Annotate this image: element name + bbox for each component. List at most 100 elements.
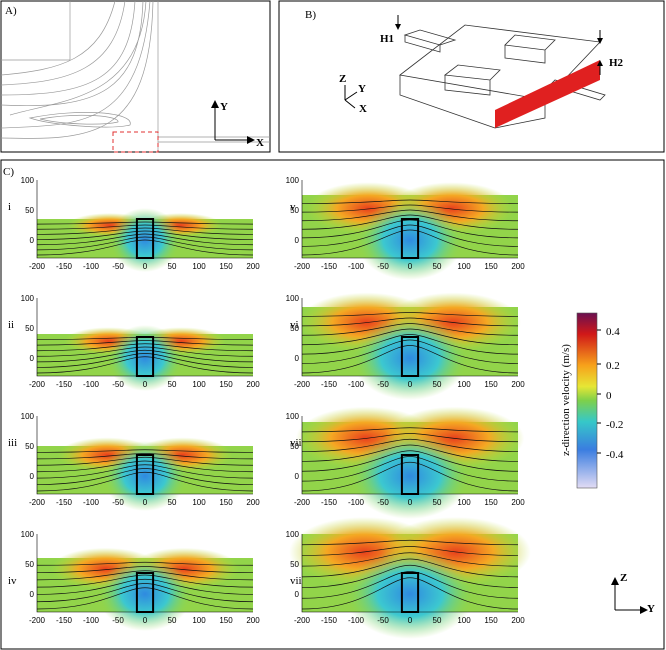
- x-tick-label: -100: [348, 616, 365, 625]
- streamline: [301, 345, 519, 374]
- axes: [36, 180, 253, 259]
- x-tick-label: -50: [377, 498, 389, 507]
- streamlines: [0, 0, 270, 150]
- x-tick-label: 50: [168, 498, 177, 507]
- streamline: [301, 214, 519, 230]
- x-tick-label: 200: [246, 498, 260, 507]
- x-tick-label: -200: [294, 616, 311, 625]
- x-tick-label: -50: [112, 262, 124, 271]
- x-tick-label: -150: [321, 616, 338, 625]
- streamline: [36, 233, 254, 246]
- y-tick-label: 100: [21, 530, 35, 539]
- axis-arrows: [214, 105, 250, 141]
- streamline: [301, 323, 519, 336]
- y-tick-label: 50: [25, 442, 34, 451]
- x-tick-label: 0: [408, 616, 413, 625]
- x-tick-label: -100: [83, 498, 100, 507]
- x-tick-label: 100: [457, 616, 471, 625]
- streamline: [36, 221, 254, 225]
- y-tick-label: 100: [286, 412, 300, 421]
- subplot-label: vii: [290, 437, 302, 449]
- x-tick-label: 100: [192, 262, 206, 271]
- x-tick-label: 150: [219, 616, 233, 625]
- axes: [301, 534, 518, 613]
- x-tick-label: -50: [377, 262, 389, 271]
- y-tick-label: 0: [30, 236, 35, 245]
- low-region: [356, 200, 464, 280]
- x-tick-label: 200: [246, 262, 260, 271]
- panel-label: A): [5, 5, 17, 17]
- axis-label: Z: [620, 572, 627, 584]
- streamline: [36, 570, 254, 581]
- low-region: [349, 433, 471, 519]
- x-tick-label: 50: [433, 498, 442, 507]
- streamline: [36, 343, 254, 352]
- subplot-label: viii: [290, 575, 305, 587]
- y-tick-label: 0: [30, 354, 35, 363]
- x-tick-label: -50: [377, 616, 389, 625]
- streamline: [36, 574, 254, 588]
- streamline: [301, 328, 519, 346]
- x-tick-label: 200: [246, 616, 260, 625]
- streamline: [36, 460, 254, 473]
- streamline: [301, 204, 519, 213]
- x-tick-label: 150: [219, 380, 233, 389]
- y-tick-label: 100: [21, 176, 35, 185]
- x-tick-label: -50: [112, 498, 124, 507]
- streamline: [36, 471, 254, 492]
- x-tick-label: 100: [192, 498, 206, 507]
- streamline: [301, 433, 519, 443]
- x-tick-label: 200: [511, 380, 525, 389]
- axes: [301, 180, 518, 259]
- x-tick-label: -100: [83, 616, 100, 625]
- axes: [36, 534, 253, 613]
- x-tick-label: -200: [29, 262, 46, 271]
- x-tick-label: 200: [246, 380, 260, 389]
- x-tick-label: 200: [511, 616, 525, 625]
- streamline: [36, 346, 254, 357]
- x-tick-label: 150: [219, 498, 233, 507]
- axis-arrows: [344, 85, 358, 109]
- axis-label: Y: [220, 101, 228, 113]
- x-tick-label: -100: [83, 262, 100, 271]
- highlight-wall: [495, 60, 600, 128]
- y-tick-label: 0: [295, 472, 300, 481]
- subplot-label: i: [8, 201, 11, 213]
- y-tick-label: 0: [30, 590, 35, 599]
- x-tick-label: 0: [143, 616, 148, 625]
- streamline: [36, 566, 254, 573]
- streamline: [36, 349, 254, 363]
- streamline: [301, 199, 519, 204]
- colorbar-tick-label: -0.2: [606, 419, 623, 431]
- streamline: [301, 450, 519, 472]
- y-tick-label: 50: [25, 324, 34, 333]
- x-tick-label: 0: [143, 262, 148, 271]
- streamline: [36, 340, 254, 346]
- x-tick-label: -100: [348, 262, 365, 271]
- x-tick-label: 150: [484, 616, 498, 625]
- x-tick-label: 50: [168, 616, 177, 625]
- streamline: [301, 224, 519, 247]
- y-tick-label: 50: [290, 206, 299, 215]
- streamline: [301, 339, 519, 364]
- x-tick-label: -150: [321, 498, 338, 507]
- x-tick-label: -200: [294, 262, 311, 271]
- x-tick-label: 0: [408, 498, 413, 507]
- x-tick-label: 50: [168, 380, 177, 389]
- x-tick-label: -150: [56, 262, 73, 271]
- y-tick-label: 100: [286, 176, 300, 185]
- arrowheads: [395, 24, 603, 66]
- y-tick-label: 0: [295, 590, 300, 599]
- x-tick-label: 0: [408, 380, 413, 389]
- x-tick-label: -150: [56, 498, 73, 507]
- x-tick-label: 50: [433, 616, 442, 625]
- x-tick-label: 150: [484, 380, 498, 389]
- streamline: [301, 209, 519, 222]
- x-tick-label: -50: [112, 380, 124, 389]
- streamline: [36, 227, 254, 235]
- x-tick-label: -150: [321, 262, 338, 271]
- y-tick-label: 100: [21, 294, 35, 303]
- axis-label: X: [359, 103, 367, 115]
- x-tick-label: 150: [484, 262, 498, 271]
